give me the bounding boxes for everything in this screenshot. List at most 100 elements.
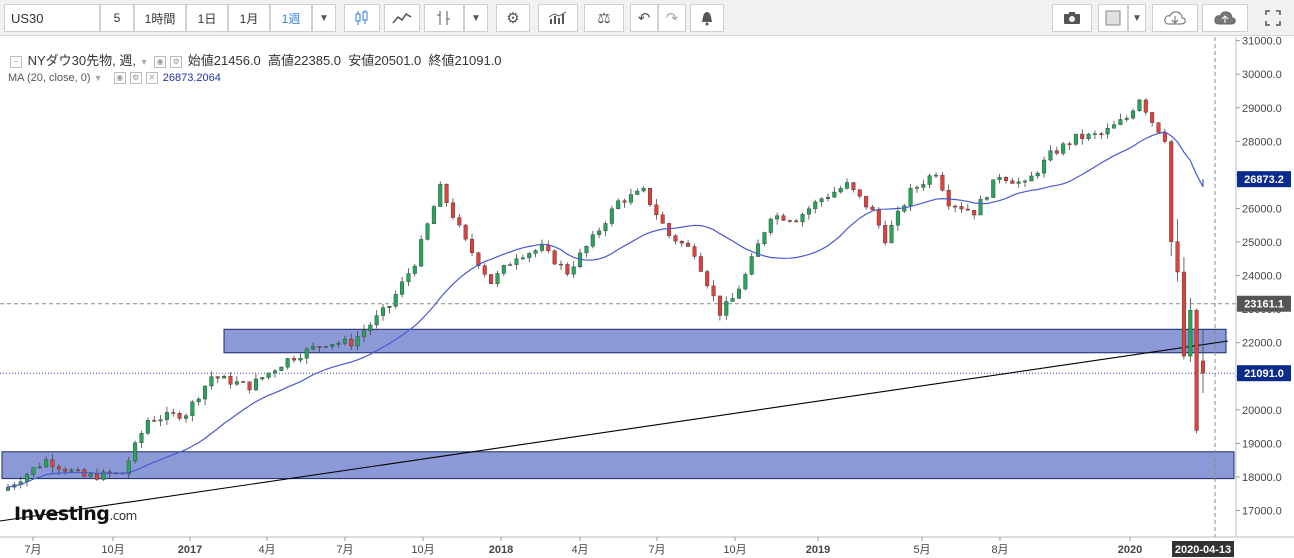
cloud-download-icon[interactable] [1152,4,1198,32]
candle-body [832,191,837,198]
candles-icon[interactable] [344,4,380,32]
camera-icon[interactable] [1052,4,1092,32]
candle-body [603,223,608,232]
candle-body [520,257,525,260]
y-tick-label: 17000.0 [1242,506,1282,518]
style-dropdown-icon[interactable]: ▼ [1128,4,1146,32]
price-label-box [1237,365,1291,382]
open-label: 始値 [187,53,214,68]
gear-icon[interactable]: ⚙ [496,4,530,32]
candle-body [851,182,856,190]
y-tick-label: 28000.0 [1242,136,1282,148]
redo-icon[interactable]: ↷ [658,4,686,32]
candle-body [88,473,93,477]
candle-body [260,377,265,380]
candle-body [762,232,767,244]
interval-1day[interactable]: 1日 [186,4,228,32]
high-value: 22385.0 [294,53,342,68]
candle-body [444,184,449,203]
x-tick-label: 7月 [648,544,665,556]
ma-eye-icon[interactable]: ◉ [113,72,126,85]
candle-body [508,264,513,266]
interval-dropdown-icon[interactable]: ▼ [312,4,336,32]
candle-body [247,381,252,391]
candle-body [787,220,792,222]
candle-body [908,187,913,206]
candle-body [959,206,964,210]
candle-body [336,343,341,345]
candle-body [400,281,405,295]
x-tick-label: 10月 [411,544,434,556]
candle-body [978,199,983,216]
collapse-icon[interactable]: − [10,55,22,68]
line-chart-icon[interactable] [384,4,420,32]
candle-body [1150,112,1155,123]
candle-body [813,201,818,210]
bar-type-dropdown-icon[interactable]: ▼ [464,4,488,32]
y-tick-label: 19000.0 [1242,438,1282,450]
candle-body [1035,172,1040,177]
candle-body [1029,175,1034,182]
cloud-upload-icon[interactable] [1202,4,1248,32]
candle-body [209,376,214,387]
investing-logo: Investing.com [14,503,137,525]
indicators-icon[interactable] [538,4,578,32]
bar-type-icon[interactable] [424,4,464,32]
candle-body [527,253,532,259]
candle-body [1200,360,1205,374]
candle-body [203,385,208,400]
interval-1month[interactable]: 1月 [228,4,270,32]
candle-body [698,256,703,272]
candle-body [1067,143,1072,145]
low-label: 安値 [348,53,375,68]
eye-icon[interactable]: ◉ [154,55,167,68]
compare-icon[interactable]: ⚖ [584,4,624,32]
candle-body [743,274,748,290]
candle-body [63,468,68,472]
settings-small-icon[interactable]: ⚙ [170,55,183,68]
candle-body [692,246,697,257]
undo-icon[interactable]: ↶ [630,4,658,32]
candle-body [870,206,875,211]
candle-body [37,466,42,469]
candle-body [1143,99,1148,113]
candle-body [1016,181,1021,184]
square-icon[interactable] [1098,4,1128,32]
candle-body [533,250,538,254]
candle-body [1023,180,1028,183]
candle-body [616,200,621,210]
candle-body [991,179,996,198]
interval-1hour[interactable]: 1時間 [134,4,186,32]
candle-body [864,195,869,208]
x-tick-label: 2019 [806,544,830,556]
alert-icon[interactable] [690,4,724,32]
candle-body [1080,133,1085,139]
candle-body [984,197,989,200]
ma-settings-icon[interactable]: ⚙ [129,72,142,85]
interval-1week[interactable]: 1週 [270,4,312,32]
candle-body [883,225,888,244]
candle-body [489,274,494,284]
interval-5[interactable]: 5 [100,4,134,32]
candle-body [25,474,30,482]
candle-body [845,182,850,189]
candle-body [374,315,379,326]
candle-body [190,401,195,416]
candle-body [31,467,36,475]
candle-body [177,413,182,419]
candle-body [158,419,163,422]
candle-body [749,256,754,275]
fullscreen-icon[interactable] [1256,4,1290,32]
candle-body [228,375,233,385]
candle-body [368,324,373,331]
legend-dropdown-icon[interactable]: ▼ [139,57,149,67]
symbol-input[interactable]: US30 [4,4,100,32]
price-chart[interactable]: 17000.018000.019000.020000.021000.022000… [0,37,1294,558]
candle-body [724,301,729,316]
candle-body [304,348,309,359]
candle-body [342,338,347,344]
candle-body [438,184,443,207]
ma-dropdown-icon[interactable]: ▼ [93,73,103,83]
candle-body [1118,119,1123,125]
ma-close-icon[interactable]: ✕ [145,72,158,85]
